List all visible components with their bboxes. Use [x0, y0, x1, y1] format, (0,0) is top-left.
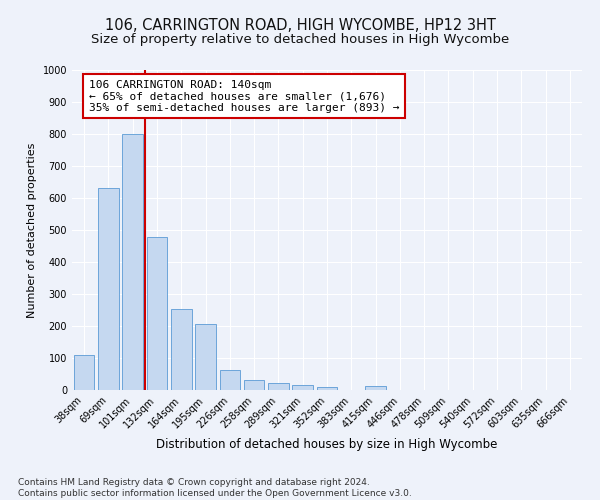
Bar	[317, 387, 337, 390]
Bar	[74, 355, 94, 390]
Bar	[122, 134, 143, 390]
Text: Contains HM Land Registry data © Crown copyright and database right 2024.
Contai: Contains HM Land Registry data © Crown c…	[18, 478, 412, 498]
Bar	[365, 386, 386, 390]
Bar	[195, 324, 216, 390]
Bar	[220, 370, 240, 390]
Bar	[292, 385, 313, 390]
Bar	[146, 237, 167, 390]
Bar	[171, 310, 191, 390]
Text: 106 CARRINGTON ROAD: 140sqm
← 65% of detached houses are smaller (1,676)
35% of : 106 CARRINGTON ROAD: 140sqm ← 65% of det…	[89, 80, 399, 113]
Y-axis label: Number of detached properties: Number of detached properties	[27, 142, 37, 318]
X-axis label: Distribution of detached houses by size in High Wycombe: Distribution of detached houses by size …	[157, 438, 497, 451]
Bar	[268, 383, 289, 390]
Text: 106, CARRINGTON ROAD, HIGH WYCOMBE, HP12 3HT: 106, CARRINGTON ROAD, HIGH WYCOMBE, HP12…	[104, 18, 496, 32]
Bar	[98, 188, 119, 390]
Text: Size of property relative to detached houses in High Wycombe: Size of property relative to detached ho…	[91, 32, 509, 46]
Bar	[244, 380, 265, 390]
